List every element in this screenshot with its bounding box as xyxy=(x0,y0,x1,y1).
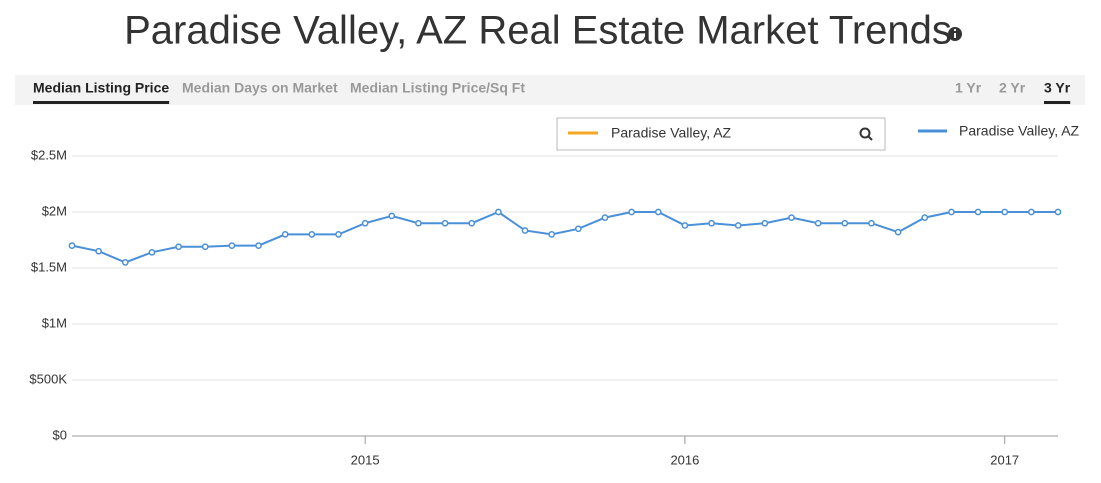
metric-tab[interactable]: Median Listing Price/Sq Ft xyxy=(350,80,525,96)
data-point xyxy=(335,231,342,238)
data-point xyxy=(175,243,182,251)
data-point xyxy=(974,208,982,216)
range-tab[interactable]: 2 Yr xyxy=(999,80,1026,96)
y-tick-label: $500K xyxy=(29,371,67,386)
data-point xyxy=(281,231,289,238)
data-point xyxy=(95,247,102,255)
data-point xyxy=(868,219,875,227)
search-label: Paradise Valley, AZ xyxy=(611,125,732,141)
data-point xyxy=(948,208,955,216)
data-point xyxy=(361,219,369,227)
data-point xyxy=(388,212,396,220)
data-point xyxy=(601,214,609,221)
x-tick-label: 2016 xyxy=(670,452,699,467)
price-line xyxy=(71,210,1058,264)
data-point xyxy=(495,208,502,216)
legend-label: Paradise Valley, AZ xyxy=(959,123,1080,139)
y-tick-label: $1.5M xyxy=(31,259,67,274)
data-point xyxy=(441,219,449,227)
data-point xyxy=(468,219,476,227)
data-point xyxy=(201,243,209,251)
search-icon[interactable] xyxy=(859,127,873,141)
data-point xyxy=(708,219,715,227)
data-point xyxy=(68,242,76,249)
y-tick-label: $0 xyxy=(53,427,67,442)
data-point xyxy=(1001,208,1009,216)
x-tick-label: 2017 xyxy=(990,452,1019,467)
range-tab[interactable]: 1 Yr xyxy=(955,80,982,96)
page-title: Paradise Valley, AZ Real Estate Market T… xyxy=(124,9,952,53)
active-range-underline xyxy=(1044,101,1071,104)
data-point xyxy=(521,227,529,234)
data-point xyxy=(228,242,236,249)
info-dot xyxy=(953,28,957,32)
data-point xyxy=(255,242,262,249)
data-point xyxy=(734,222,742,229)
data-point xyxy=(548,231,556,238)
data-point xyxy=(894,228,902,236)
data-point xyxy=(654,208,662,216)
y-tick-label: $1M xyxy=(42,315,67,330)
tab-bar xyxy=(15,75,1085,105)
data-point xyxy=(1028,208,1035,216)
data-point xyxy=(814,219,822,227)
data-point xyxy=(121,259,129,266)
data-point xyxy=(841,219,849,227)
data-point xyxy=(574,225,582,233)
data-point xyxy=(308,231,316,238)
active-tab-underline xyxy=(33,101,170,104)
y-tick-label: $2.5M xyxy=(31,147,67,162)
data-point xyxy=(628,208,635,216)
data-point xyxy=(148,248,156,256)
search-handle xyxy=(867,135,873,141)
info-icon[interactable] xyxy=(948,27,962,41)
x-tick-label: 2015 xyxy=(351,452,380,467)
search-box[interactable] xyxy=(556,117,886,151)
metric-tab[interactable]: Median Listing Price xyxy=(33,80,169,96)
data-point xyxy=(415,219,422,227)
search-lens xyxy=(859,127,871,139)
info-stem xyxy=(954,33,956,38)
y-tick-label: $2M xyxy=(42,203,67,218)
data-point xyxy=(1054,208,1062,216)
data-point xyxy=(681,222,689,229)
range-tab[interactable]: 3 Yr xyxy=(1044,80,1071,96)
data-point xyxy=(788,214,795,221)
data-point xyxy=(761,219,769,227)
metric-tab[interactable]: Median Days on Market xyxy=(182,80,338,96)
data-point xyxy=(921,214,929,221)
